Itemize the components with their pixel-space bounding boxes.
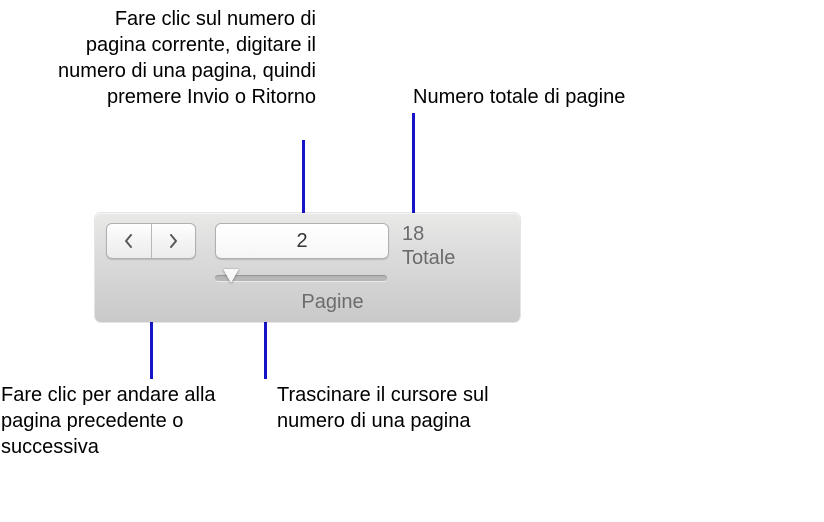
prev-page-button[interactable]	[107, 224, 151, 258]
total-pages-label: Totale	[402, 247, 455, 270]
page-control-panel: 2 18 Totale Pagine	[95, 213, 520, 322]
slider-thumb[interactable]	[223, 269, 239, 283]
next-page-button[interactable]	[152, 224, 196, 258]
page-nav-segmented	[106, 223, 196, 259]
chevron-left-icon	[124, 234, 134, 248]
lead-line-total-pages	[412, 113, 415, 225]
callout-page-number: Fare clic sul numero di pagina corrente,…	[53, 6, 316, 110]
slider-track	[215, 275, 387, 281]
current-page-input[interactable]: 2	[215, 223, 389, 259]
section-label: Pagine	[95, 291, 520, 314]
callout-slider: Trascinare il cursore sul numero di una …	[277, 382, 527, 434]
callout-total-pages: Numero totale di pagine	[413, 84, 663, 110]
total-pages-number: 18	[402, 223, 424, 246]
page-slider[interactable]	[215, 269, 387, 287]
callout-nav-buttons: Fare clic per andare alla pagina precede…	[1, 382, 239, 460]
chevron-right-icon	[168, 234, 178, 248]
